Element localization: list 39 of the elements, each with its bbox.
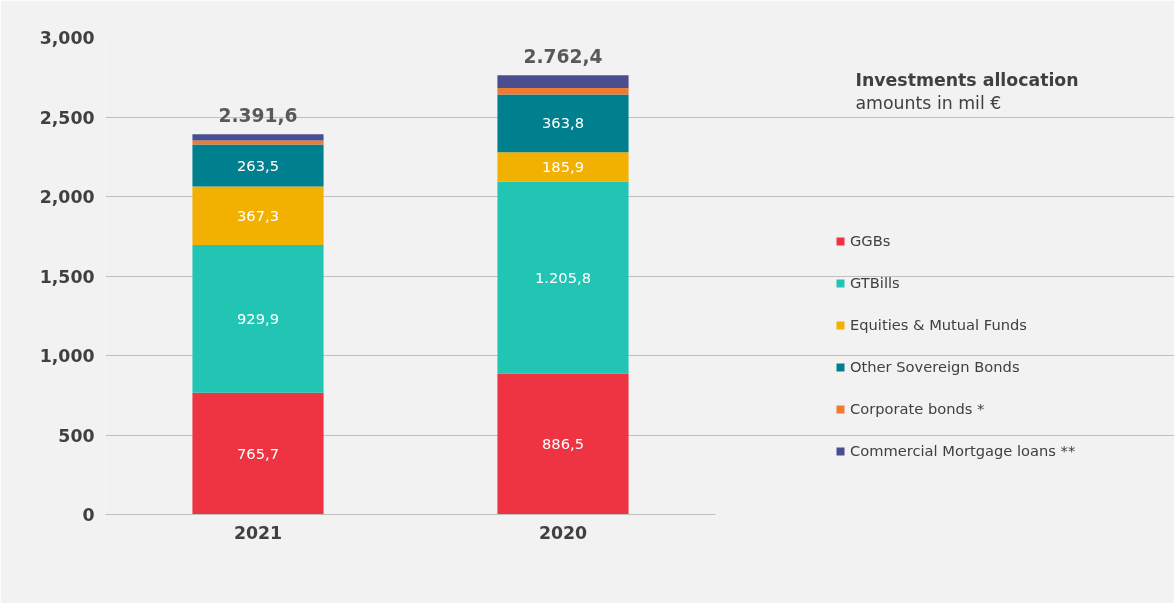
y-tick-label: 500 xyxy=(58,425,95,446)
bar xyxy=(192,144,324,187)
total-label: 2.762,4 xyxy=(523,46,603,68)
bar xyxy=(497,94,629,153)
legend-label: GTBills xyxy=(850,274,900,291)
bar xyxy=(497,181,629,374)
bar xyxy=(192,134,324,141)
y-tick-label: 2,000 xyxy=(39,187,95,207)
y-tick-label: 0 xyxy=(82,505,95,525)
y-tick-label: 2,500 xyxy=(39,107,95,128)
text: Investments allocation xyxy=(855,69,1079,90)
bar xyxy=(497,87,629,95)
y-tick-label: 1,000 xyxy=(39,346,95,366)
bar xyxy=(497,373,629,515)
data-label: 263,5 xyxy=(237,156,279,174)
legend-label: Other Sovereign Bonds xyxy=(850,358,1020,375)
bar xyxy=(192,392,324,515)
y-tick-label: 1,500 xyxy=(39,266,95,287)
legend-label: Equities & Mutual Funds xyxy=(850,316,1027,333)
total-label: 2.391,6 xyxy=(218,105,298,127)
data-label: 363,8 xyxy=(542,114,584,132)
data-label: 765,7 xyxy=(237,444,279,462)
data-label: 929,9 xyxy=(237,309,279,327)
legend-label: Commercial Mortgage loans ** xyxy=(850,442,1076,459)
x-tick-label: 2020 xyxy=(538,522,588,543)
data-label: 185,9 xyxy=(542,158,584,176)
data-label: 367,3 xyxy=(237,206,279,224)
legend-label: Corporate bonds * xyxy=(850,400,985,417)
bar xyxy=(192,244,324,393)
bar xyxy=(192,186,324,245)
x-tick-label: 2021 xyxy=(233,522,283,543)
bar xyxy=(497,152,629,182)
bar xyxy=(192,140,324,145)
legend-label: GGBs xyxy=(850,232,891,249)
bar xyxy=(497,75,629,88)
data-label: 1.205,8 xyxy=(535,268,591,286)
y-tick-label: 3,000 xyxy=(39,28,95,48)
text: amounts in mil € xyxy=(855,92,1002,113)
data-label: 886,5 xyxy=(542,435,584,453)
